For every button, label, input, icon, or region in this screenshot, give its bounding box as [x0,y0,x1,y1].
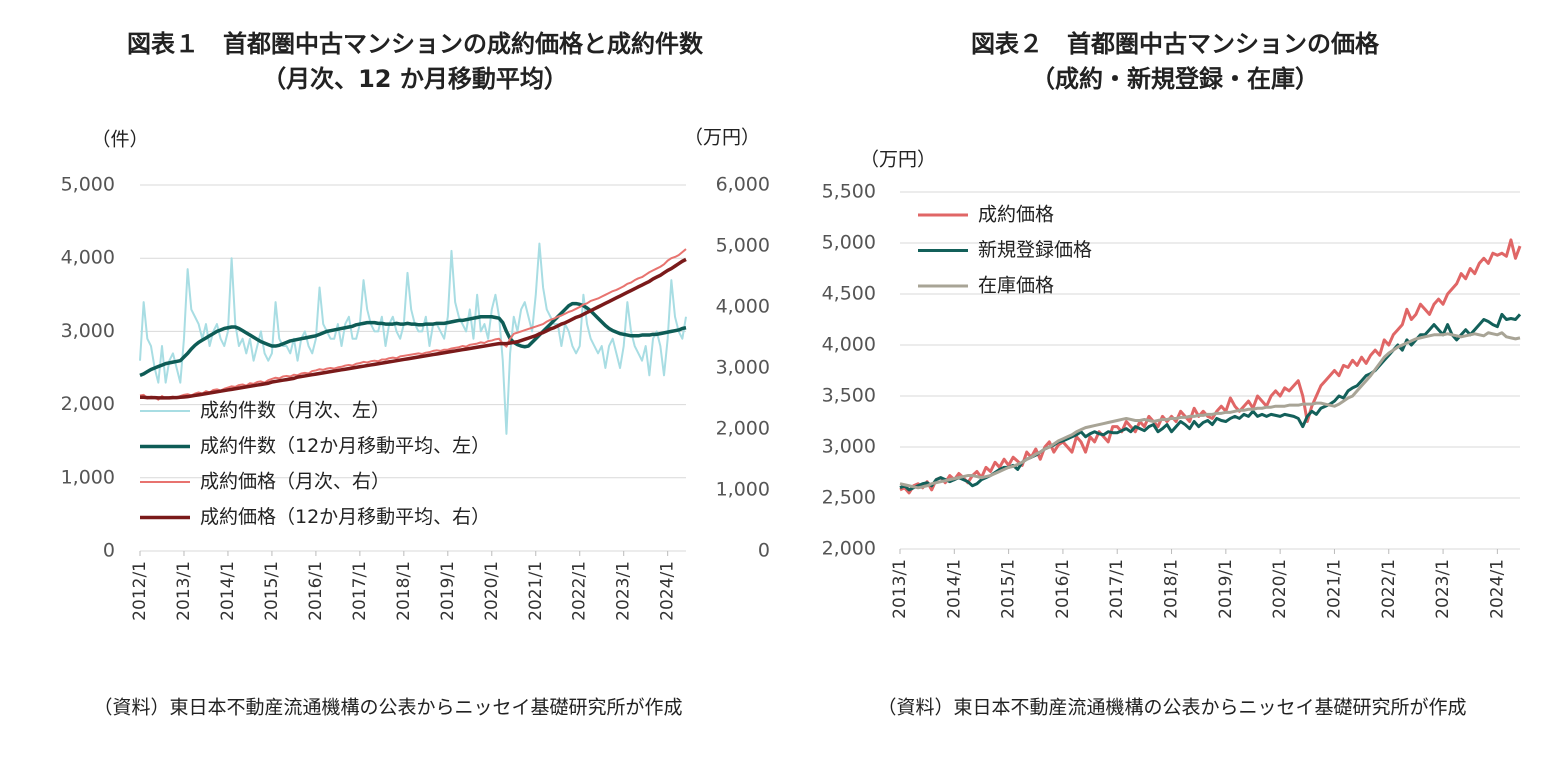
x-tick-label: 2012/1 [130,561,150,621]
y2-tick-label: 2,000 [716,418,770,440]
x-tick-label: 2015/1 [262,561,282,621]
x-tick-label: 2014/1 [218,561,238,621]
series-line [899,331,1521,490]
x-tick-label: 2020/1 [1270,559,1290,619]
y-axis-label: （件） [91,129,148,151]
source-note: （資料）東日本不動産流通機構の公表からニッセイ基礎研究所が作成 [93,697,682,719]
x-tick-label: 2023/1 [614,561,634,621]
x-tick-label: 2013/1 [174,561,194,621]
y-tick-label: 3,000 [61,320,115,342]
x-tick-label: 2019/1 [1216,559,1236,619]
y-tick-label: 3,500 [822,385,876,407]
series-line [899,238,1522,495]
x-tick-label: 2023/1 [1433,559,1453,619]
legend-label: 成約価格（12か月移動平均、右） [200,506,490,528]
source-note: （資料）東日本不動産流通機構の公表からニッセイ基礎研究所が作成 [877,697,1466,719]
legend: 成約件数（月次、左） 成約件数（12か月移動平均、左） 成約価格（月次、右） 成約価格… [140,400,490,528]
legend-label: 成約価格 [978,204,1054,226]
y-tick-label: 2,500 [822,487,876,509]
series-line [139,242,687,435]
y2-tick-label: 5,000 [716,235,770,257]
x-tick-label: 2016/1 [1053,559,1073,619]
legend-label: 在庫価格 [978,275,1054,297]
chart: 図表２ 首都圏中古マンションの価格 （成約・新規登録・在庫） （万円） （資料）東日本… [822,30,1522,719]
x-tick-label: 2014/1 [944,559,964,619]
y2-tick-label: 3,000 [716,357,770,379]
y-tick-label: 3,000 [822,436,876,458]
y-axis-label: （万円） [860,149,936,171]
y-tick-label: 5,000 [61,174,115,196]
x-tick-label: 2015/1 [999,559,1019,619]
y2-tick-label: 0 [758,540,770,562]
x-tick-label: 2018/1 [1162,559,1182,619]
chart-subtitle: （成約・新規登録・在庫） [1031,65,1319,93]
y-tick-label: 5,500 [822,181,876,203]
x-tick-label: 2017/1 [350,561,370,621]
x-tick-label: 2019/1 [438,561,458,621]
y2-axis-label: （万円） [684,127,760,149]
x-tick-label: 2017/1 [1107,559,1127,619]
series-line [139,248,687,401]
y-tick-label: 1,000 [61,466,115,488]
y-tick-label: 4,500 [822,283,876,305]
legend-label: 新規登録価格 [978,239,1092,261]
x-tick-label: 2021/1 [526,561,546,621]
x-tick-label: 2024/1 [1487,559,1507,619]
x-tick-label: 2024/1 [658,561,678,621]
chart-title: 図表１ 首都圏中古マンションの成約価格と成約件数 [127,30,704,58]
legend-label: 成約価格（月次、右） [200,471,390,493]
legend-label: 成約件数（12か月移動平均、左） [200,435,490,457]
legend-label: 成約件数（月次、左） [200,400,390,422]
y2-tick-label: 1,000 [716,479,770,501]
y-tick-label: 5,000 [822,232,876,254]
series-line [139,301,687,377]
y-tick-label: 0 [103,540,115,562]
x-tick-label: 2016/1 [306,561,326,621]
series-line [140,257,687,400]
y2-tick-label: 6,000 [716,174,770,196]
chart: 図表１ 首都圏中古マンションの成約価格と成約件数 （月次、12 か月移動平均） （件… [61,30,770,719]
y2-tick-label: 4,000 [716,296,770,318]
x-tick-label: 2013/1 [890,559,910,619]
y-tick-label: 2,000 [822,538,876,560]
chart-title: 図表２ 首都圏中古マンションの価格 [971,30,1380,58]
chart-subtitle: （月次、12 か月移動平均） [262,65,568,93]
y-tick-label: 4,000 [822,334,876,356]
y-tick-label: 4,000 [61,247,115,269]
y-tick-label: 2,000 [61,393,115,415]
x-tick-label: 2018/1 [394,561,414,621]
x-tick-label: 2020/1 [482,561,502,621]
x-tick-label: 2022/1 [570,561,590,621]
x-tick-label: 2021/1 [1324,559,1344,619]
x-tick-label: 2022/1 [1379,559,1399,619]
